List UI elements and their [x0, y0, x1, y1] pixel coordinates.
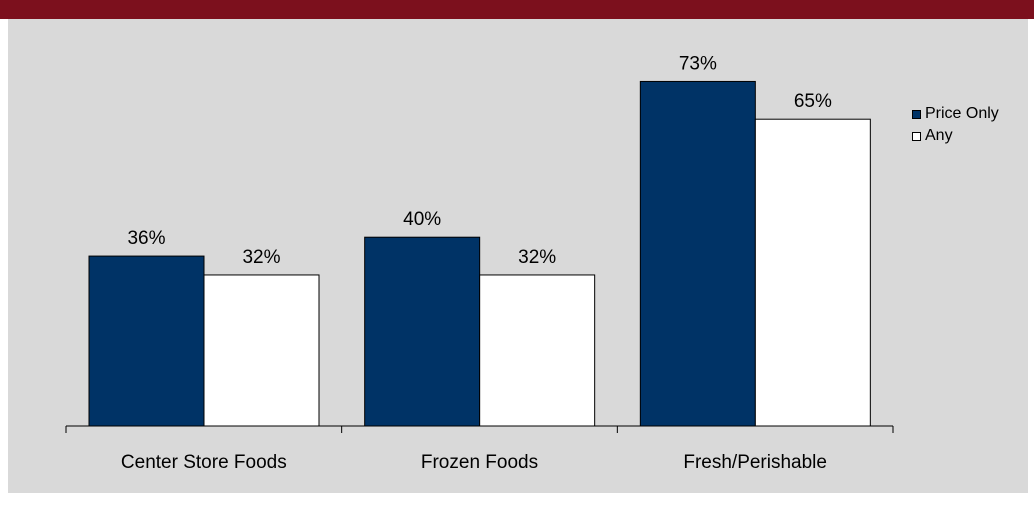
bar-any-fresh-perishable: [754, 118, 871, 427]
legend-item-any: Any: [912, 125, 999, 147]
legend-swatch-price-only: [912, 109, 921, 119]
chart-legend: Price Only Any: [912, 103, 999, 147]
header-bar: [0, 0, 1034, 19]
legend-label-price-only: Price Only: [925, 105, 999, 122]
legend-label-any: Any: [925, 127, 953, 144]
bar-price-only-fresh-perishable: [639, 80, 756, 427]
legend-item-price-only: Price Only: [912, 103, 999, 125]
data-label-any-frozen-foods: 32%: [518, 247, 556, 268]
data-label-any-center-store-foods: 32%: [242, 247, 280, 268]
bar-price-only-frozen-foods: [364, 236, 481, 427]
bar-price-only-center-store-foods: [88, 255, 205, 427]
x-tick-label-fresh-perishable: Fresh/Perishable: [683, 452, 827, 473]
data-label-any-fresh-perishable: 65%: [794, 91, 832, 112]
x-tick-label-frozen-foods: Frozen Foods: [421, 452, 538, 473]
x-tick-label-center-store-foods: Center Store Foods: [121, 452, 287, 473]
x-axis: Center Store Foods Frozen Foods Fresh/Peri…: [65, 425, 894, 473]
bars-layer: [88, 80, 871, 427]
legend-swatch-any: [912, 131, 921, 141]
bar-any-frozen-foods: [479, 274, 596, 427]
data-label-price-only-center-store-foods: 36%: [127, 228, 165, 249]
data-label-price-only-fresh-perishable: 73%: [679, 53, 717, 74]
data-label-price-only-frozen-foods: 40%: [403, 209, 441, 230]
data-labels-layer: 36% 32% 40% 32% 73% 65%: [127, 53, 831, 268]
bar-any-center-store-foods: [203, 274, 320, 427]
